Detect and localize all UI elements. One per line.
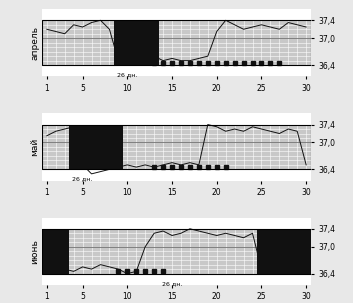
Bar [114, 20, 158, 65]
Bar [42, 229, 311, 274]
Text: 26 дн.: 26 дн. [117, 72, 138, 78]
Bar [42, 229, 311, 274]
Bar [42, 20, 311, 65]
Text: 26 дн.: 26 дн. [162, 281, 182, 286]
Bar [69, 125, 123, 169]
Text: 26 дн.: 26 дн. [72, 177, 93, 182]
Bar [42, 20, 311, 65]
Bar [257, 229, 311, 274]
Bar [42, 229, 69, 274]
Y-axis label: апрель: апрель [31, 26, 40, 60]
Y-axis label: июнь: июнь [31, 239, 40, 264]
Y-axis label: май: май [31, 138, 40, 156]
Bar [42, 125, 311, 169]
Bar [42, 125, 311, 169]
